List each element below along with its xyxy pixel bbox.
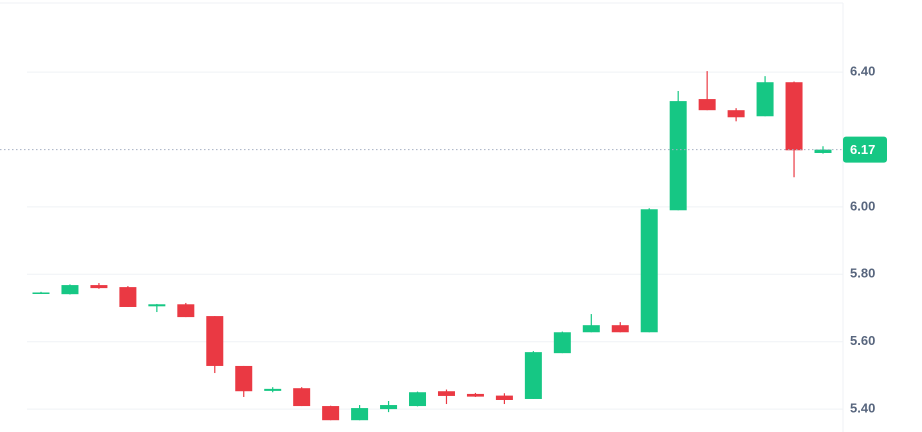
candle-body (582, 325, 600, 333)
candle-body (264, 388, 282, 391)
candle-body (206, 316, 224, 366)
candle-body (351, 408, 369, 421)
candle-body (640, 209, 658, 333)
candle-body (785, 82, 803, 151)
candle-body (293, 388, 311, 407)
candle-body (466, 393, 484, 397)
candle-body (235, 365, 253, 392)
candle-body (380, 405, 398, 410)
y-tick-label: 5.40 (850, 401, 875, 416)
y-tick-label: 5.80 (850, 266, 875, 281)
y-tick-label: 5.60 (850, 333, 875, 348)
candle-body (32, 292, 50, 294)
y-tick-label: 6.40 (850, 64, 875, 79)
candle-body (90, 285, 108, 289)
candle-body (437, 391, 455, 396)
candle-body (409, 392, 427, 407)
candle-body (727, 110, 745, 118)
candle-body (322, 406, 340, 421)
candle-body (177, 304, 195, 318)
candle-body (814, 149, 832, 153)
candle-body (698, 99, 716, 111)
candle-body (524, 352, 542, 399)
candle-body (553, 332, 571, 354)
candle-body (148, 304, 166, 307)
candle-body (756, 82, 774, 117)
candle-body (495, 395, 513, 400)
last-price-box (843, 136, 887, 163)
y-tick-label: 6.00 (850, 198, 875, 213)
candle-body (669, 101, 687, 211)
last-price-label: 6.17 (850, 142, 875, 157)
candle-body (119, 287, 137, 307)
candle-body (61, 285, 79, 295)
candle-body (611, 325, 629, 333)
